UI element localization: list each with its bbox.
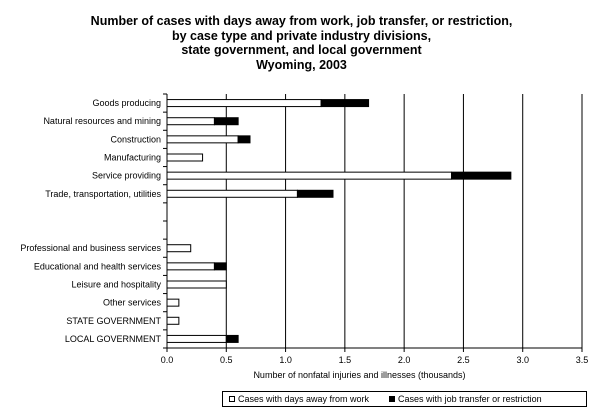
y-tick-label: Trade, transportation, utilities — [45, 189, 161, 199]
x-axis-title: Number of nonfatal injuries and illnesse… — [253, 370, 465, 380]
x-tick-label: 1.0 — [279, 355, 292, 365]
bar-segment — [166, 334, 227, 343]
legend-label: Cases with days away from work — [238, 394, 370, 404]
bar-segment — [296, 189, 334, 198]
x-tick-label: 0.5 — [220, 355, 233, 365]
y-tick-label: Educational and health services — [34, 261, 162, 271]
y-tick-label: Goods producing — [92, 98, 161, 108]
legend-swatch-black — [389, 396, 396, 402]
y-tick-label: Manufacturing — [104, 153, 161, 163]
y-tick-label: Other services — [103, 298, 162, 308]
chart-title: Number of cases with days away from work… — [0, 14, 603, 72]
x-tick-label: 3.0 — [516, 355, 529, 365]
chart-title-line: Wyoming, 2003 — [256, 57, 347, 72]
bar-segment — [166, 171, 453, 180]
legend-item-job-transfer: Cases with job transfer or restriction — [389, 394, 542, 404]
legend-swatch-white — [229, 396, 235, 402]
bar-segment — [166, 262, 215, 271]
x-tick-label: 0.0 — [161, 355, 174, 365]
bar-segment — [166, 316, 180, 325]
y-tick-label: STATE GOVERNMENT — [66, 316, 161, 326]
bar-segment — [166, 298, 180, 307]
bar-segment — [225, 334, 239, 343]
bar-segment — [213, 262, 227, 271]
y-tick-label: Leisure and hospitality — [71, 280, 161, 290]
bar-segment — [166, 280, 227, 289]
y-tick-label: Professional and business services — [20, 243, 161, 253]
legend-item-days-away: Cases with days away from work — [229, 394, 369, 404]
bar-segment — [166, 189, 298, 198]
bar-segment — [237, 135, 251, 144]
bar-segment — [166, 244, 192, 253]
chart-title-line: Number of cases with days away from work… — [90, 14, 513, 28]
x-tick-label: 2.5 — [457, 355, 470, 365]
y-tick-label: Service providing — [92, 171, 161, 181]
y-tick-label: LOCAL GOVERNMENT — [65, 334, 162, 344]
y-tick-label: Natural resources and mining — [43, 116, 161, 126]
x-tick-label: 1.5 — [339, 355, 352, 365]
bar-segment — [166, 135, 239, 144]
bar-segment — [451, 171, 512, 180]
x-tick-label: 3.5 — [576, 355, 589, 365]
x-tick-label: 2.0 — [398, 355, 411, 365]
chart-title-line: by case type and private industry divisi… — [171, 28, 432, 43]
legend-label: Cases with job transfer or restriction — [398, 394, 542, 404]
y-tick-label: Construction — [110, 134, 161, 144]
bar-segment — [166, 99, 322, 108]
bar-segment — [213, 117, 239, 126]
chart-title-line: state government, and local government — [181, 43, 422, 57]
bar-segment — [166, 117, 215, 126]
bar-segment — [320, 99, 370, 108]
legend: Cases with days away from work Cases wit… — [222, 391, 587, 407]
bar-segment — [166, 153, 204, 162]
